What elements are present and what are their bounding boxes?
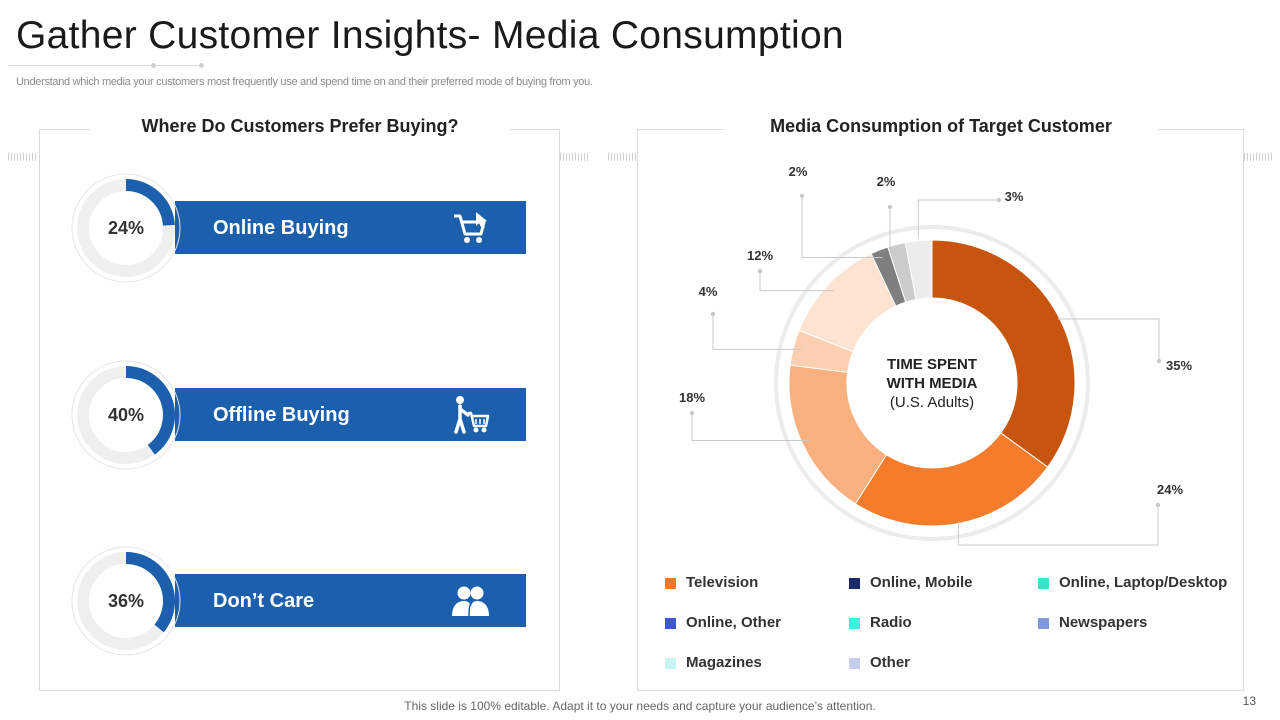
legend-label: Newspapers bbox=[1059, 614, 1148, 631]
ring-online-buying: 24% bbox=[71, 173, 181, 283]
progress-ring bbox=[71, 360, 181, 470]
shopping-cart-icon bbox=[454, 212, 487, 243]
legend-swatch bbox=[849, 618, 860, 629]
legend-swatch bbox=[1038, 578, 1049, 589]
legend-label: Online, Laptop/Desktop bbox=[1059, 574, 1228, 591]
band-online-buying: Online Buying bbox=[175, 201, 526, 254]
slice-value-label: 4% bbox=[699, 284, 718, 299]
slice-leader-line bbox=[801, 196, 883, 258]
page-title: Gather Customer Insights- Media Consumpt… bbox=[16, 14, 844, 57]
legend-swatch bbox=[849, 578, 860, 589]
legend-swatch bbox=[665, 578, 676, 589]
users-icon bbox=[452, 586, 489, 617]
ring-dont-care: 36% bbox=[71, 546, 181, 656]
footer-note: This slide is 100% editable. Adapt it to… bbox=[404, 699, 876, 713]
slice-value-label: 18% bbox=[679, 390, 705, 405]
percent-value: 36% bbox=[107, 591, 145, 611]
decorative-hatch bbox=[1244, 153, 1274, 161]
title-divider bbox=[8, 63, 204, 68]
slice-value-label: 35% bbox=[1166, 358, 1192, 373]
percent-value: 24% bbox=[107, 218, 145, 238]
legend-label: Magazines bbox=[686, 654, 762, 671]
progress-ring-fill bbox=[125, 552, 175, 633]
slice-leader-line bbox=[917, 199, 999, 239]
buying-preference-heading: Where Do Customers Prefer Buying? bbox=[90, 116, 510, 137]
slice-leader-line bbox=[1057, 318, 1160, 361]
donut-center-text: WITH MEDIA bbox=[887, 375, 978, 392]
legend-swatch bbox=[849, 658, 860, 669]
slice-leader-dot bbox=[887, 204, 893, 210]
donut-outer-ring bbox=[774, 225, 1090, 541]
donut-slice bbox=[931, 239, 1076, 468]
legend-label: Online, Mobile bbox=[870, 574, 973, 591]
title-divider-line bbox=[8, 65, 198, 66]
slice-leader-line bbox=[957, 505, 1159, 546]
legend-swatch bbox=[1038, 618, 1049, 629]
media-consumption-donut-chart: 35% 24% 18% 4% 12% 2% 2% 3% TIME SPENT WITH MEDI… bbox=[679, 164, 1192, 546]
decorative-hatch bbox=[560, 153, 590, 161]
slice-leader-dot bbox=[996, 197, 1002, 203]
legend-label: Television bbox=[686, 574, 759, 591]
slice-leader-dot bbox=[757, 268, 763, 274]
slice-value-label: 3% bbox=[1005, 189, 1024, 204]
title-divider-dot bbox=[199, 63, 204, 68]
page-subtitle: Understand which media your customers mo… bbox=[16, 76, 593, 88]
slice-leader-dot bbox=[799, 193, 805, 199]
slice-leader-line bbox=[691, 413, 810, 441]
slice-leader-line bbox=[712, 314, 802, 350]
title-divider-dot bbox=[151, 63, 156, 68]
decorative-hatch bbox=[8, 153, 38, 161]
progress-ring-fill bbox=[125, 179, 175, 226]
band-label: Offline Buying bbox=[213, 404, 350, 426]
donut-slice bbox=[854, 432, 1049, 527]
slice-leader-line bbox=[889, 207, 899, 253]
band-label: Don’t Care bbox=[213, 590, 315, 612]
donut-slice bbox=[904, 239, 933, 301]
slice-value-label: 12% bbox=[747, 248, 773, 263]
slice-leader-dot bbox=[689, 410, 695, 416]
slice-leader-dot bbox=[1155, 502, 1161, 508]
slice-value-label: 2% bbox=[789, 164, 808, 179]
donut-center-text: TIME SPENT bbox=[887, 356, 977, 373]
legend-label: Other bbox=[870, 654, 911, 671]
slice-value-label: 2% bbox=[877, 174, 896, 189]
slice-leader-dot bbox=[1156, 358, 1162, 364]
progress-ring-fill bbox=[125, 366, 175, 455]
legend-label: Radio bbox=[870, 614, 912, 631]
media-consumption-heading: Media Consumption of Target Customer bbox=[724, 116, 1158, 137]
percent-value: 40% bbox=[107, 405, 145, 425]
donut-center-text: (U.S. Adults) bbox=[890, 394, 974, 411]
progress-ring bbox=[71, 546, 181, 656]
person-with-cart-icon bbox=[454, 396, 490, 434]
legend-swatch bbox=[665, 618, 676, 629]
ring-offline-buying: 40% bbox=[71, 360, 181, 470]
legend-swatch bbox=[665, 658, 676, 669]
decorative-hatch bbox=[608, 153, 638, 161]
media-consumption-panel: Media Consumption of Target Customer bbox=[637, 116, 1244, 691]
band-dont-care: Don’t Care bbox=[175, 574, 526, 627]
slice-leader-dot bbox=[710, 311, 716, 317]
band-offline-buying: Offline Buying bbox=[175, 388, 526, 441]
legend-label: Online, Other bbox=[686, 614, 782, 631]
slice-value-label: 24% bbox=[1157, 482, 1183, 497]
progress-ring bbox=[71, 173, 181, 283]
band-label: Online Buying bbox=[213, 217, 349, 239]
slice-leader-line bbox=[759, 271, 834, 292]
page-number: 13 bbox=[1242, 694, 1256, 708]
